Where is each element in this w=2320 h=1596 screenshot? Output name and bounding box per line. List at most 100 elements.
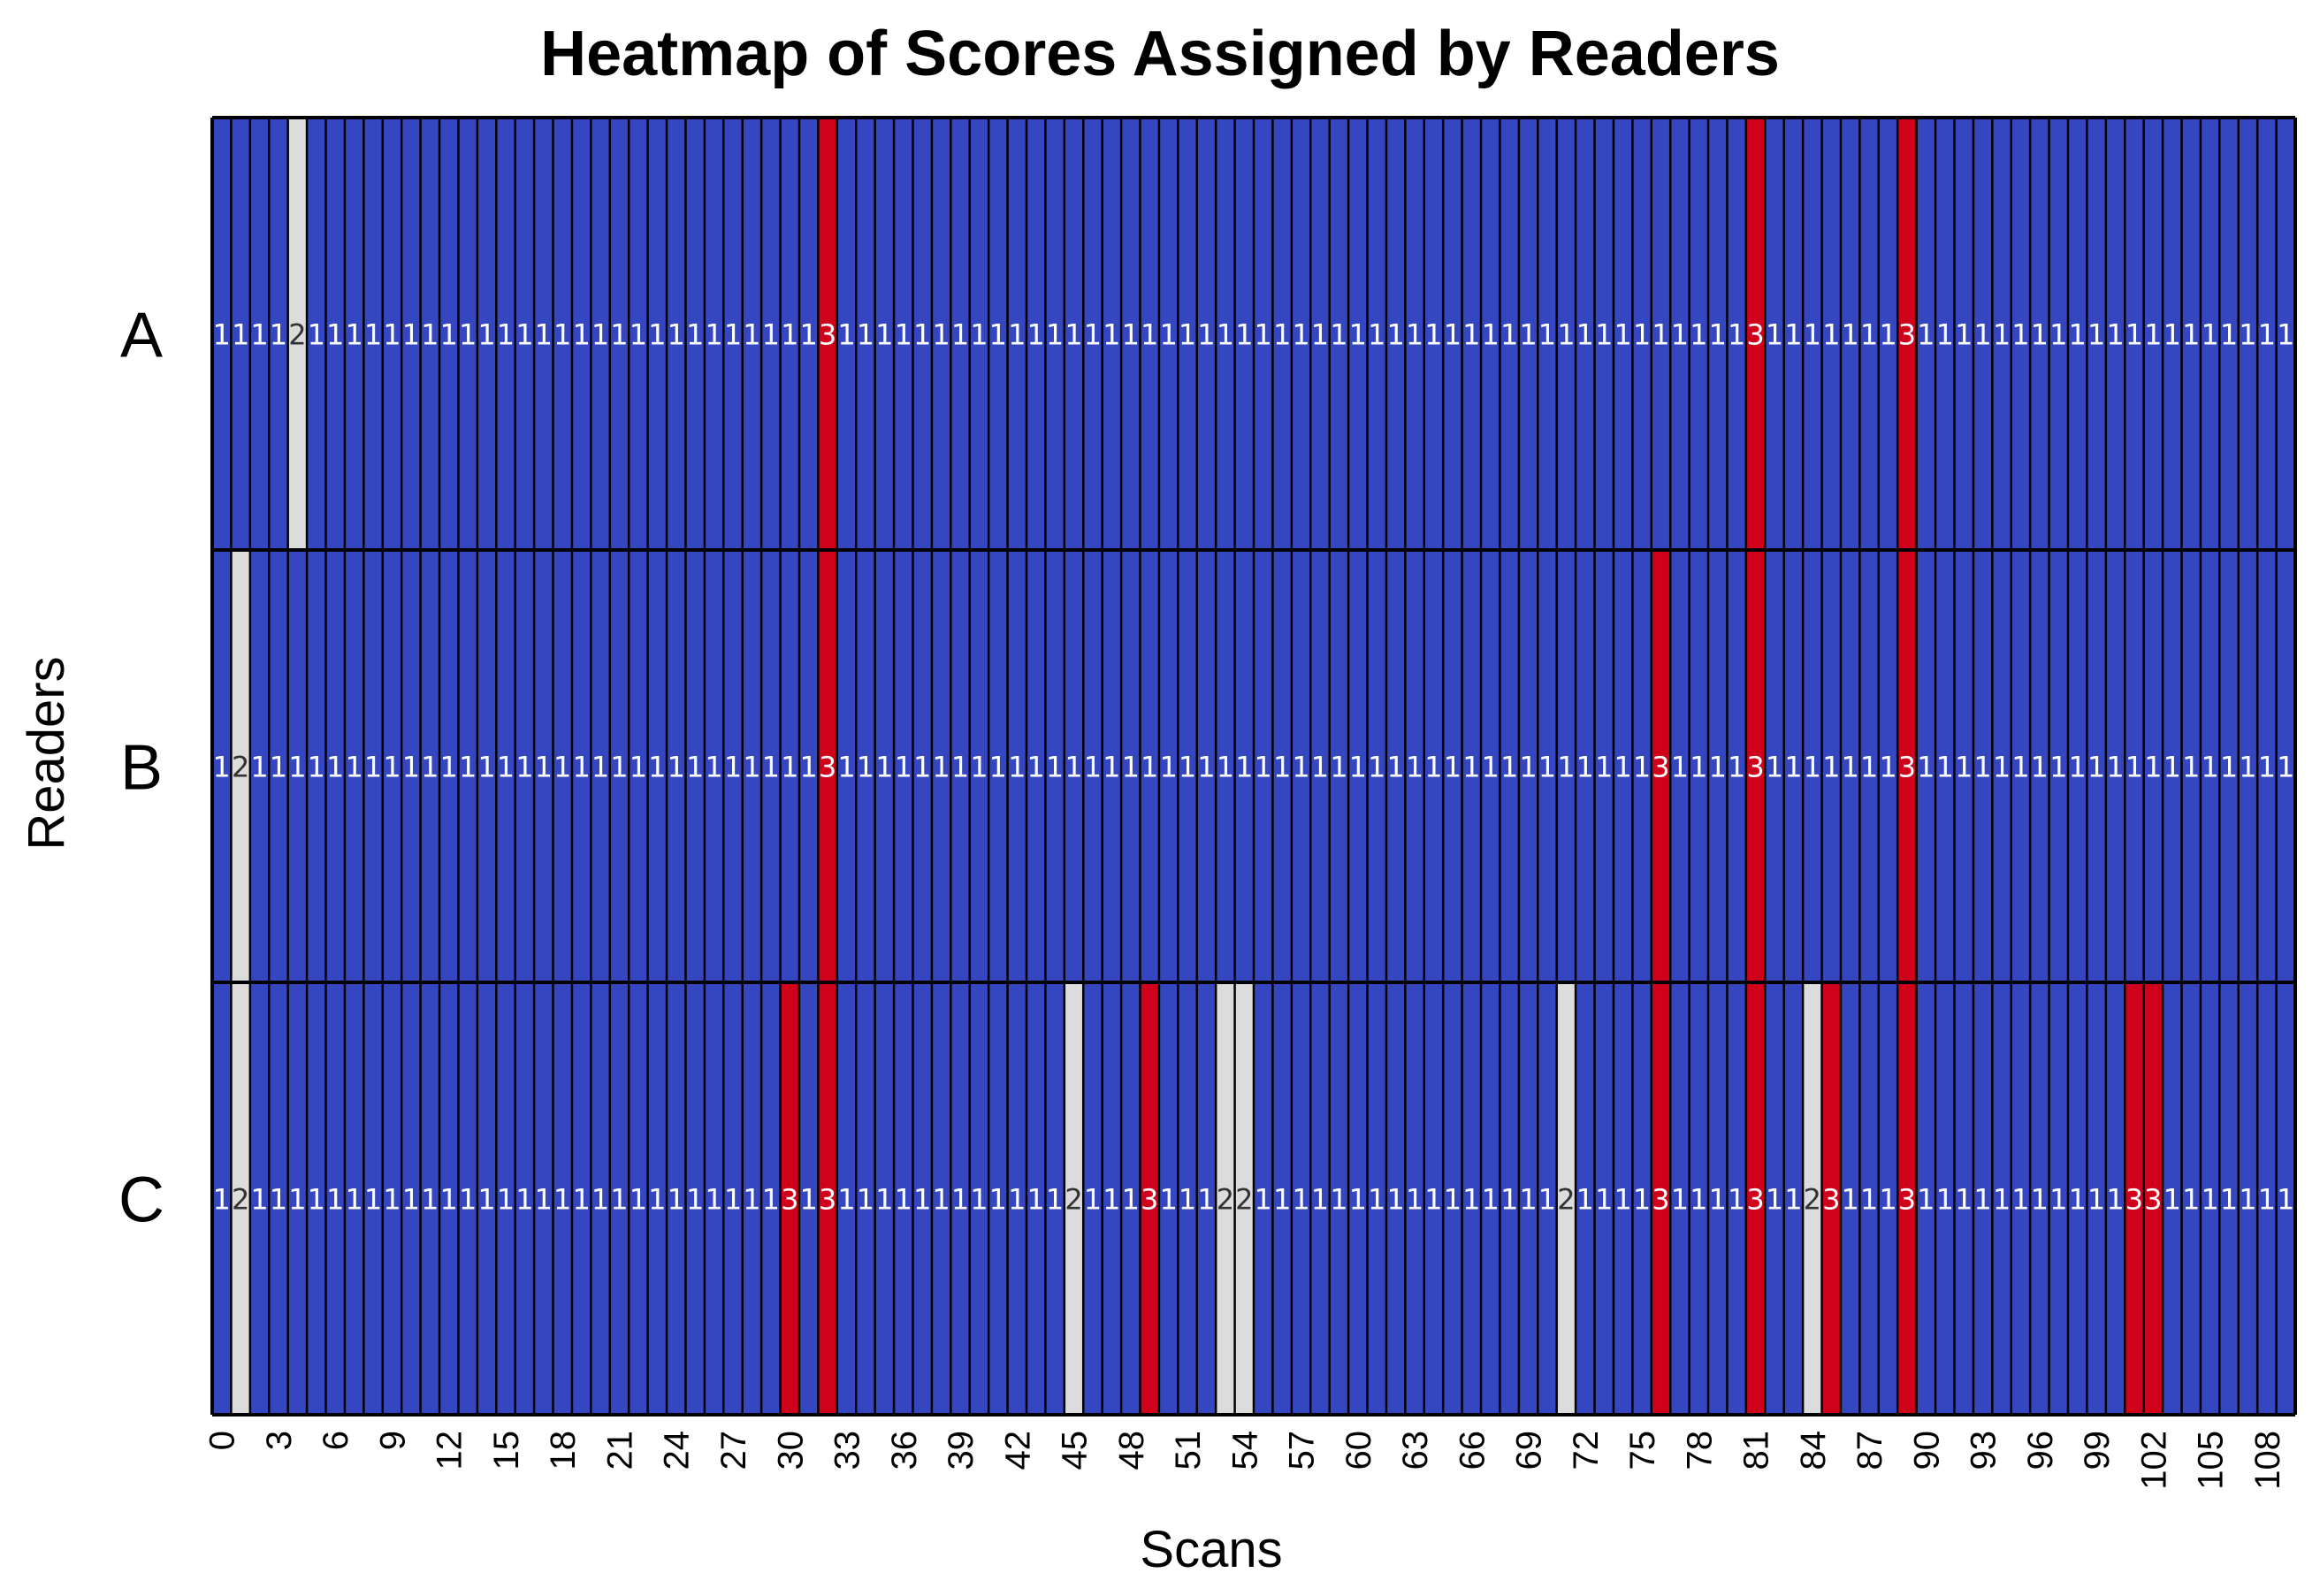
- heatmap-cell-B-56: [1272, 550, 1292, 982]
- heatmap-cell-C-68: [1500, 982, 1519, 1415]
- heatmap-cell-A-11: [420, 118, 440, 550]
- cell-value-C-14: 1: [477, 1183, 495, 1217]
- heatmap-cell-C-95: [2011, 982, 2031, 1415]
- heatmap-cell-C-66: [1461, 982, 1482, 1415]
- cell-value-B-102: 1: [2144, 751, 2162, 784]
- cell-value-C-66: 1: [1462, 1183, 1480, 1217]
- heatmap-cell-C-1: [231, 982, 250, 1415]
- cell-value-A-94: 1: [1993, 318, 2011, 352]
- heatmap-cell-A-108: [2257, 118, 2277, 550]
- cell-value-B-84: 1: [1804, 751, 1821, 784]
- cell-value-A-103: 1: [2164, 318, 2181, 352]
- heatmap-cell-B-34: [856, 550, 875, 982]
- cell-value-A-17: 1: [535, 318, 553, 352]
- heatmap-cell-A-18: [553, 118, 572, 550]
- cell-value-B-37: 1: [913, 751, 931, 784]
- cell-value-B-100: 1: [2106, 751, 2124, 784]
- cell-value-A-84: 1: [1804, 318, 1821, 352]
- heatmap-cell-A-91: [1935, 118, 1955, 550]
- cell-value-C-15: 1: [497, 1183, 515, 1217]
- cell-value-A-60: 1: [1349, 318, 1367, 352]
- heatmap-cell-C-57: [1291, 982, 1311, 1415]
- heatmap-cell-A-29: [761, 118, 781, 550]
- heatmap-cell-A-109: [2276, 118, 2295, 550]
- row-label-A: A: [120, 301, 163, 371]
- cell-value-B-50: 1: [1159, 751, 1177, 784]
- heatmap-cell-B-27: [723, 550, 743, 982]
- heatmap-cell-A-46: [1083, 118, 1103, 550]
- cell-value-B-52: 1: [1197, 751, 1215, 784]
- heatmap-cell-B-44: [1045, 550, 1065, 982]
- heatmap-cell-B-7: [344, 550, 364, 982]
- heatmap-cell-B-21: [609, 550, 630, 982]
- x-tick-81: 81: [1737, 1431, 1776, 1470]
- heatmap-cell-A-97: [2049, 118, 2068, 550]
- cell-value-C-77: 1: [1671, 1183, 1689, 1217]
- heatmap-cell-A-95: [2011, 118, 2031, 550]
- heatmap-cell-B-64: [1423, 550, 1444, 982]
- cell-value-B-76: 3: [1652, 751, 1669, 784]
- cell-value-A-45: 1: [1065, 318, 1082, 352]
- cell-value-A-65: 1: [1444, 318, 1461, 352]
- heatmap-cell-B-93: [1973, 550, 1993, 982]
- heatmap-cell-B-87: [1859, 550, 1879, 982]
- heatmap-cell-C-69: [1518, 982, 1538, 1415]
- heatmap-cell-B-69: [1518, 550, 1538, 982]
- heatmap-cell-B-76: [1651, 550, 1671, 982]
- heatmap-cell-C-26: [704, 982, 724, 1415]
- cell-value-A-33: 1: [837, 318, 855, 352]
- heatmap-cell-C-14: [477, 982, 497, 1415]
- cell-value-C-11: 1: [421, 1183, 439, 1217]
- cell-value-C-35: 1: [875, 1183, 893, 1217]
- heatmap-cell-C-41: [988, 982, 1008, 1415]
- heatmap-cell-B-81: [1745, 550, 1766, 982]
- cell-value-C-18: 1: [553, 1183, 571, 1217]
- heatmap-cell-B-19: [571, 550, 591, 982]
- cell-value-C-55: 1: [1255, 1183, 1272, 1217]
- cell-value-A-107: 1: [2239, 318, 2256, 352]
- heatmap-cell-B-102: [2143, 550, 2164, 982]
- cell-value-B-54: 1: [1235, 751, 1253, 784]
- cell-value-B-60: 1: [1349, 751, 1367, 784]
- x-tick-39: 39: [942, 1431, 981, 1470]
- cell-value-B-94: 1: [1993, 751, 2011, 784]
- cell-value-A-50: 1: [1159, 318, 1177, 352]
- heatmap-cell-B-35: [874, 550, 895, 982]
- heatmap-cell-B-23: [647, 550, 668, 982]
- heatmap-cell-B-86: [1840, 550, 1860, 982]
- cell-value-A-22: 1: [630, 318, 647, 352]
- cell-value-A-37: 1: [913, 318, 931, 352]
- chart-title: Heatmap of Scores Assigned by Readers: [540, 19, 1780, 89]
- cell-value-C-50: 1: [1159, 1183, 1177, 1217]
- heatmap-cell-B-32: [818, 550, 837, 982]
- cell-value-C-108: 1: [2258, 1183, 2276, 1217]
- heatmap-cell-B-90: [1916, 550, 1936, 982]
- heatmap-cell-B-29: [761, 550, 781, 982]
- cell-value-A-96: 1: [2031, 318, 2049, 352]
- heatmap-cell-C-94: [1992, 982, 2011, 1415]
- x-tick-60: 60: [1339, 1431, 1378, 1470]
- heatmap-cell-B-52: [1196, 550, 1217, 982]
- cell-value-A-4: 2: [288, 318, 306, 352]
- heatmap-cell-B-70: [1538, 550, 1557, 982]
- cell-value-C-62: 1: [1386, 1183, 1404, 1217]
- heatmap-cell-C-76: [1651, 982, 1671, 1415]
- heatmap-cell-C-35: [874, 982, 895, 1415]
- heatmap-cell-C-56: [1272, 982, 1292, 1415]
- cell-value-B-104: 1: [2182, 751, 2200, 784]
- x-tick-18: 18: [544, 1431, 583, 1470]
- cell-value-C-38: 1: [932, 1183, 950, 1217]
- cell-value-C-44: 1: [1046, 1183, 1064, 1217]
- heatmap-cell-B-75: [1632, 550, 1652, 982]
- heatmap-cell-A-105: [2200, 118, 2220, 550]
- cell-value-A-51: 1: [1179, 318, 1196, 352]
- heatmap-cell-B-60: [1348, 550, 1368, 982]
- heatmap-cell-C-36: [894, 982, 913, 1415]
- cell-value-C-63: 1: [1406, 1183, 1423, 1217]
- heatmap-cell-B-83: [1783, 550, 1804, 982]
- heatmap-cell-A-83: [1783, 118, 1804, 550]
- heatmap-cell-A-23: [647, 118, 668, 550]
- heatmap-cell-A-1: [231, 118, 250, 550]
- x-tick-48: 48: [1112, 1431, 1151, 1470]
